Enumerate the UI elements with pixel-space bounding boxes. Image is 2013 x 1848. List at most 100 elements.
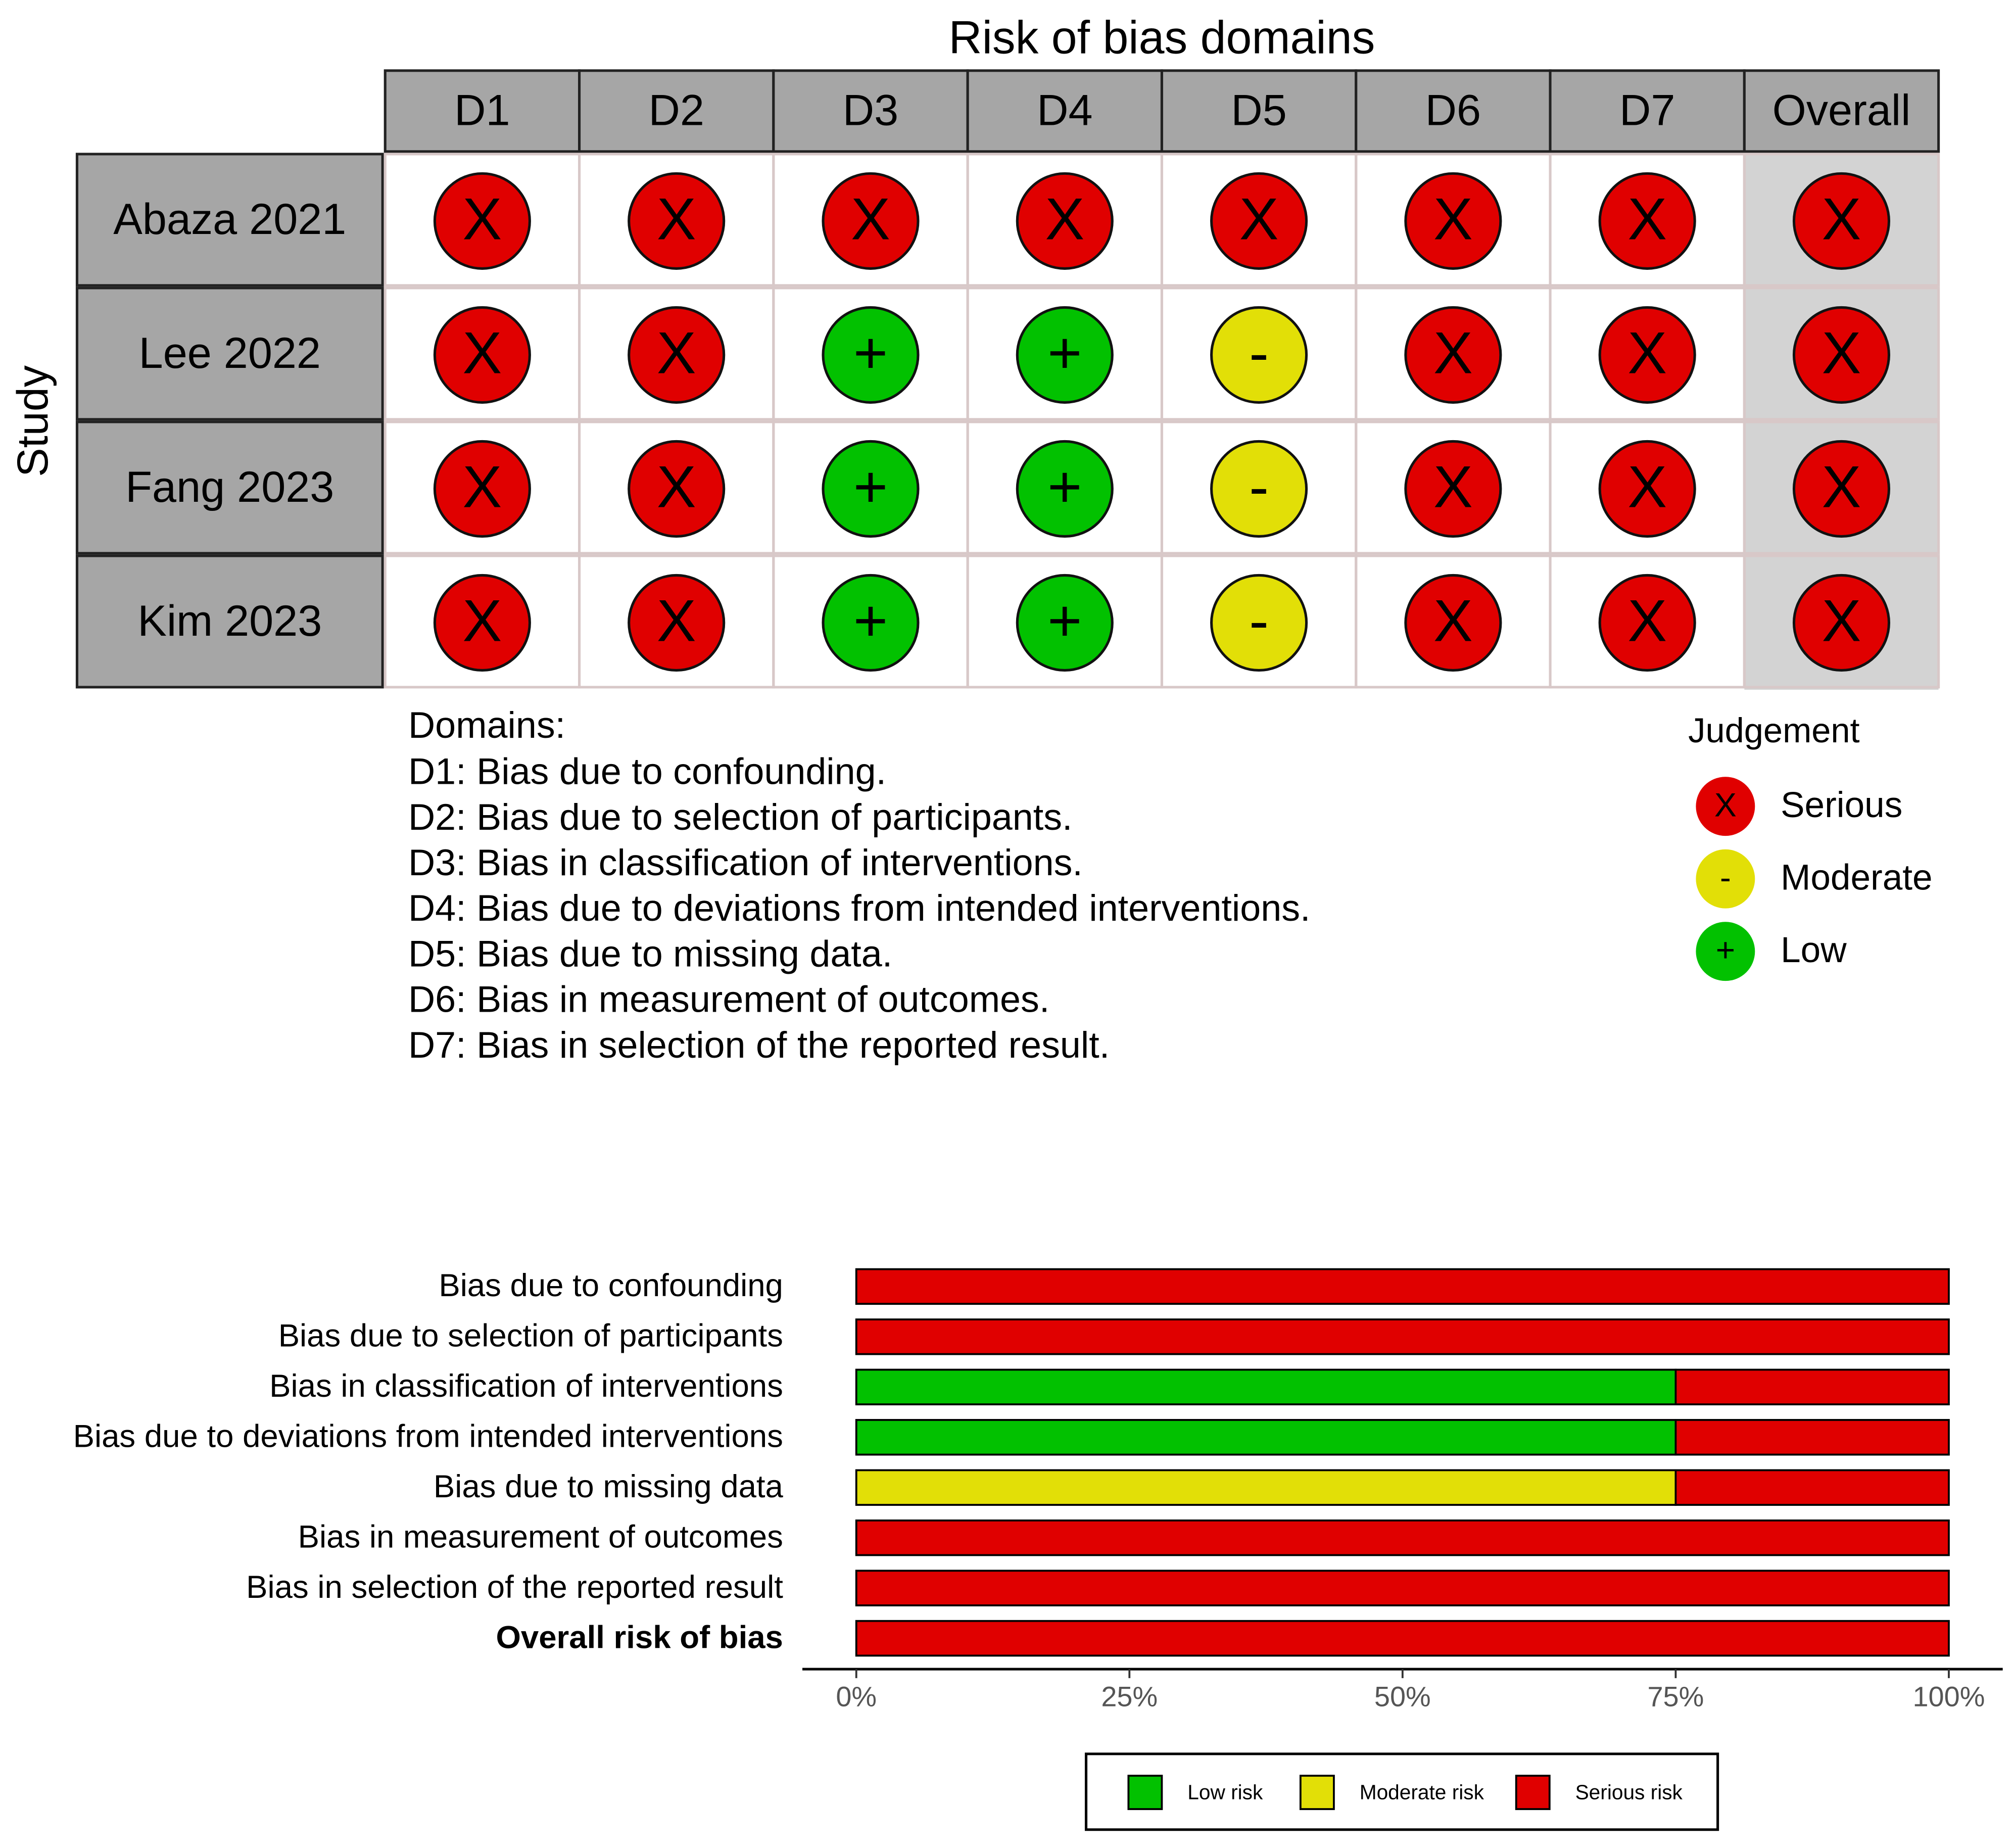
row-header-cell [75, 554, 384, 689]
domain-note: D1: Bias due to confounding. [408, 750, 886, 792]
judgement-symbol: X [1433, 185, 1473, 252]
category-label: Bias due to missing data [434, 1468, 784, 1504]
judgement-circle [1598, 306, 1696, 404]
category-label: Bias in selection of the reported result [246, 1569, 783, 1605]
judgement-circle [628, 306, 726, 404]
legend-label: Low risk [1187, 1780, 1263, 1804]
judgement-circle [822, 574, 920, 672]
judgement-symbol: X [1627, 587, 1667, 653]
judgement-circle [628, 574, 726, 672]
judgement-symbol: X [657, 319, 696, 386]
legend-swatch [1127, 1775, 1163, 1810]
bar-segment [855, 1620, 1950, 1657]
judgement-circle [1792, 172, 1891, 270]
legend-swatch [1515, 1775, 1551, 1810]
row-header-cell [75, 287, 384, 421]
legend-symbol: + [1716, 931, 1736, 969]
judgement-circle [1404, 172, 1502, 270]
legend-circle [1696, 777, 1755, 836]
legend-swatch [1299, 1775, 1335, 1810]
judgement-circle [1792, 306, 1891, 404]
column-header: D6 [1425, 86, 1481, 135]
column-header: D1 [454, 86, 510, 135]
judgement-circle [822, 440, 920, 538]
column-header: D7 [1619, 86, 1675, 135]
judgement-symbol: X [1239, 185, 1279, 252]
judgement-symbol: X [851, 185, 890, 252]
bar-segment [855, 1419, 1677, 1456]
x-tick-label: 75% [1647, 1680, 1704, 1712]
judgement-symbol: - [1249, 453, 1269, 519]
judgement-symbol: X [1433, 453, 1473, 519]
judgement-symbol: X [1822, 185, 1861, 252]
domain-note: D3: Bias in classification of interventi… [408, 841, 1083, 883]
bar-segment [1674, 1419, 1950, 1456]
legend-label: Moderate [1781, 858, 1932, 898]
judgement-symbol: X [462, 185, 502, 252]
column-header: D2 [648, 86, 704, 135]
category-label: Overall risk of bias [496, 1619, 783, 1655]
row-header-cell [75, 153, 384, 287]
legend-circle [1696, 849, 1755, 909]
x-tick-label: 50% [1374, 1680, 1431, 1712]
judgement-circle [1598, 574, 1696, 672]
bar-segment [1674, 1469, 1950, 1506]
domain-note: D5: Bias due to missing data. [408, 932, 892, 974]
category-label: Bias in measurement of outcomes [298, 1519, 783, 1554]
judgement-circle [1016, 440, 1114, 538]
judgement-circle [1016, 172, 1114, 270]
legend-symbol: X [1714, 786, 1737, 824]
row-header: Fang 2023 [125, 463, 334, 511]
y-axis-label: Study [9, 365, 57, 477]
legend-label: Serious risk [1575, 1780, 1683, 1804]
category-label: Bias in classification of interventions [269, 1368, 783, 1404]
domain-note: D6: Bias in measurement of outcomes. [408, 978, 1049, 1020]
column-header: D4 [1037, 86, 1092, 135]
domain-note: D4: Bias due to deviations from intended… [408, 887, 1311, 929]
judgement-symbol: X [657, 453, 696, 519]
bar-segment [855, 1318, 1950, 1355]
judgement-circle [433, 574, 531, 672]
judgement-circle [822, 306, 920, 404]
judgement-circle [1210, 574, 1308, 672]
cell [1743, 554, 1940, 689]
judgement-circle [1404, 440, 1502, 538]
column-header-cell [966, 69, 1163, 153]
judgement-circle [433, 306, 531, 404]
bar-segment [855, 1519, 1950, 1556]
domain-note: D7: Bias in selection of the reported re… [408, 1024, 1110, 1066]
judgement-circle [433, 172, 531, 270]
judgement-circle [433, 440, 531, 538]
row-header-cell [75, 420, 384, 555]
legend-label: Moderate risk [1360, 1780, 1484, 1804]
judgement-circle [628, 172, 726, 270]
judgement-symbol: X [1045, 185, 1084, 252]
category-label: Bias due to selection of participants [278, 1318, 783, 1354]
judgement-symbol: X [657, 185, 696, 252]
judgement-circle [1404, 306, 1502, 404]
column-header-cell [1743, 69, 1940, 153]
column-header-cell [772, 69, 969, 153]
judgement-symbol: + [1047, 587, 1082, 653]
cell [1743, 153, 1940, 287]
judgement-symbol: + [853, 453, 888, 519]
bar-segment [1674, 1368, 1950, 1406]
judgement-circle [1598, 172, 1696, 270]
judgement-circle [822, 172, 920, 270]
bar-segment [855, 1570, 1950, 1606]
judgement-circle [1792, 440, 1891, 538]
column-header: Overall [1772, 86, 1911, 135]
judgement-circle [628, 440, 726, 538]
judgement-circle [1210, 440, 1308, 538]
judgement-circle [1792, 574, 1891, 672]
x-tick-label: 25% [1101, 1680, 1158, 1712]
x-tick-label: 0% [836, 1680, 877, 1712]
row-header: Kim 2023 [137, 597, 322, 645]
column-header-cell [384, 69, 581, 153]
judgement-circle [1210, 172, 1308, 270]
judgement-symbol: X [462, 453, 502, 519]
judgement-symbol: X [657, 587, 696, 653]
notes-title: Domains: [408, 704, 565, 746]
judgement-symbol: X [1822, 319, 1861, 386]
